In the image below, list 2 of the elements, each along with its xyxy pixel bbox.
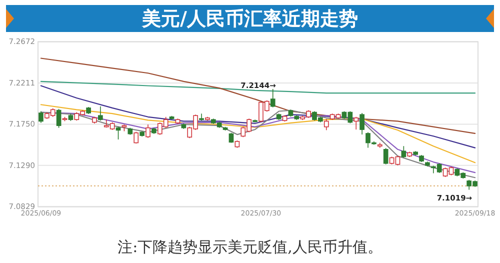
text: 注:下降趋势显示美元贬值,人民币升值。 — [118, 238, 382, 256]
chart-title: 美元/人民币汇率近期走势 — [141, 8, 358, 30]
